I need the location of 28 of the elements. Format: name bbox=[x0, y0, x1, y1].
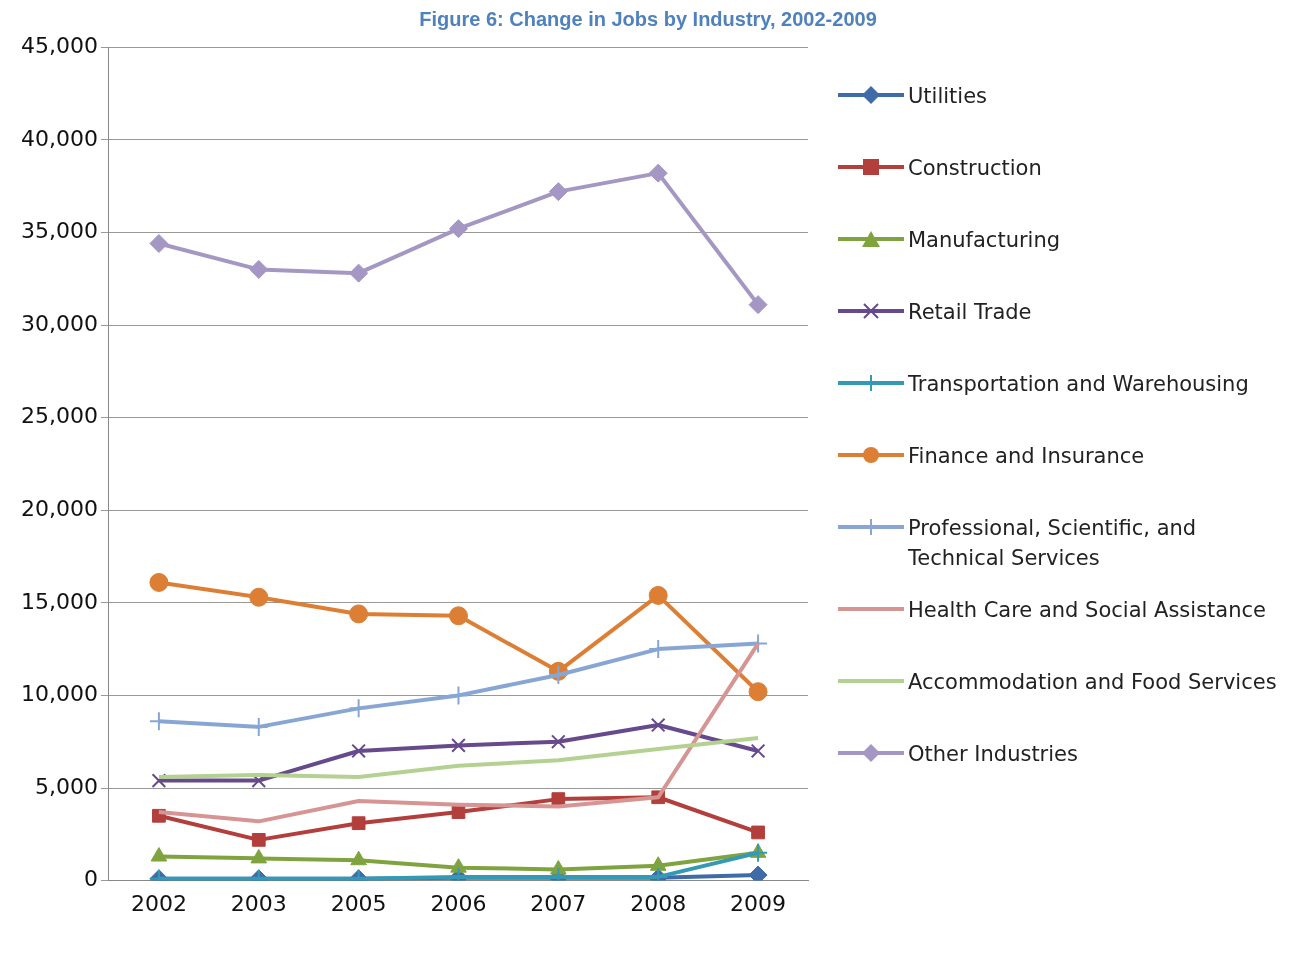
chart-title: Figure 6: Change in Jobs by Industry, 2002-2009 bbox=[418, 8, 878, 31]
x-tick-label: 2009 bbox=[730, 890, 787, 916]
y-tick-label: 40,000 bbox=[20, 125, 98, 151]
legend-label: Transportation and Warehousing bbox=[908, 371, 1249, 398]
legend-label: Utilities bbox=[908, 83, 988, 110]
legend-label: Finance and Insurance bbox=[908, 443, 1145, 470]
legend-label: Health Care and Social Assistance bbox=[908, 597, 1266, 624]
legend-label: Retail Trade bbox=[908, 299, 1032, 326]
y-tick-label: 25,000 bbox=[20, 403, 98, 429]
x-tick-label: 2006 bbox=[430, 890, 487, 916]
y-tick-label: 35,000 bbox=[20, 218, 98, 244]
y-tick-label: 20,000 bbox=[20, 495, 98, 521]
x-tick-label: 2003 bbox=[230, 890, 287, 916]
y-tick-label: 10,000 bbox=[20, 681, 98, 707]
legend-label: Manufacturing bbox=[908, 227, 1061, 254]
x-tick-label: 2005 bbox=[330, 890, 387, 916]
y-tick-label: 45,000 bbox=[20, 32, 98, 58]
legend-label: Accommodation and Food Services bbox=[908, 669, 1277, 696]
legend-label: Construction bbox=[908, 155, 1042, 182]
y-tick-label: 30,000 bbox=[20, 310, 98, 336]
x-tick-label: 2008 bbox=[630, 890, 687, 916]
legend-label: Professional, Scientific, and Technical Services bbox=[908, 515, 1198, 572]
y-tick-label: 15,000 bbox=[20, 588, 98, 614]
y-tick-label: 5,000 bbox=[34, 773, 98, 799]
legend-label: Other Industries bbox=[908, 741, 1078, 768]
y-tick-label: 0 bbox=[83, 866, 98, 892]
x-tick-label: 2007 bbox=[530, 890, 587, 916]
x-tick-label: 2002 bbox=[130, 890, 187, 916]
